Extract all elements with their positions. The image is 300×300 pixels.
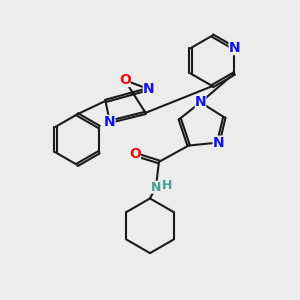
Text: N: N xyxy=(229,41,240,55)
Text: O: O xyxy=(119,73,131,87)
Text: O: O xyxy=(129,148,141,161)
Text: N: N xyxy=(143,82,154,96)
Text: N: N xyxy=(195,95,206,110)
Text: N: N xyxy=(151,181,161,194)
Text: N: N xyxy=(104,115,116,129)
Text: H: H xyxy=(162,179,172,192)
Text: N: N xyxy=(212,136,224,150)
